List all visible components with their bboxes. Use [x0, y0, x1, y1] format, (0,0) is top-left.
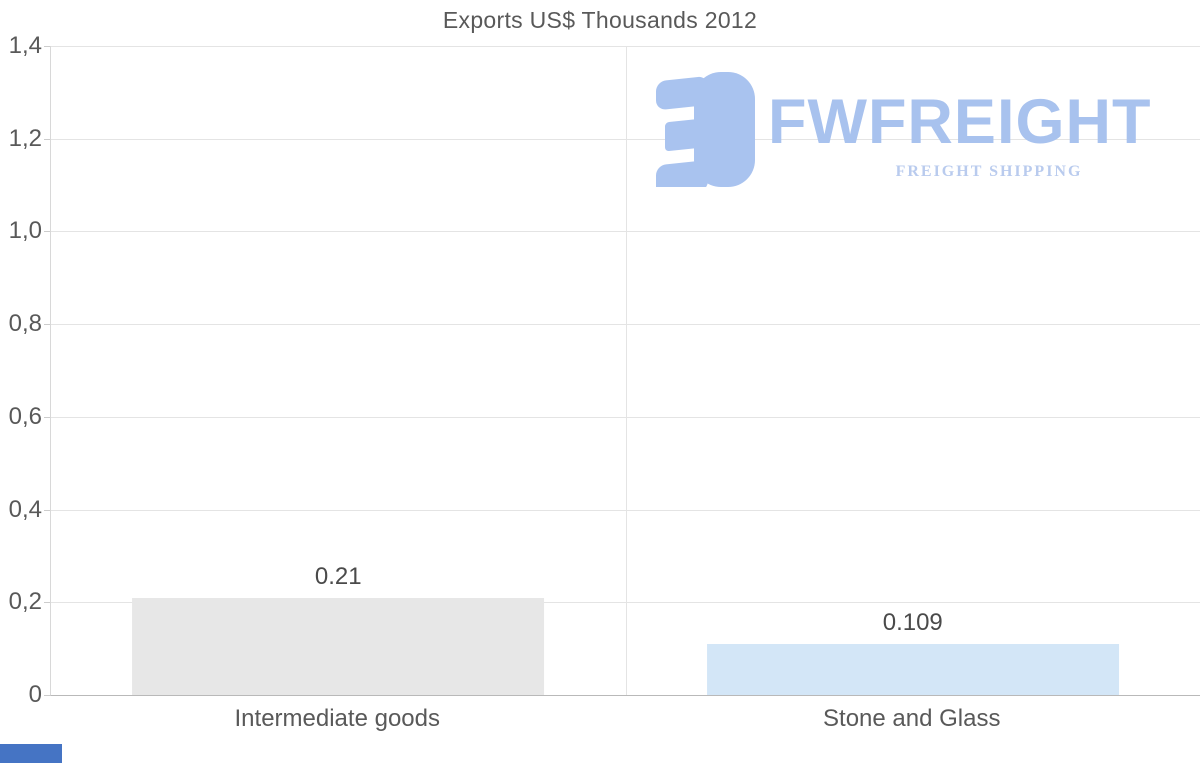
y-tick-label: 1,0: [8, 217, 42, 245]
y-tick-mark: [44, 416, 50, 418]
h-gridline: [51, 509, 1200, 511]
vertical-gridline: [625, 46, 627, 695]
y-tick-mark: [44, 231, 50, 233]
y-tick-label: 0: [28, 681, 42, 708]
fwfreight-logo-icon: [656, 72, 755, 187]
bar-slot: 0.109: [626, 46, 1200, 695]
x-category-label: Intermediate goods: [234, 705, 440, 732]
bar-value-label: 0.21: [314, 562, 362, 590]
y-tick-label: 1,4: [8, 32, 42, 59]
h-gridline: [51, 416, 1200, 418]
h-gridline: [51, 138, 1200, 140]
y-tick-label: 1,2: [8, 124, 42, 152]
y-tick-mark: [44, 509, 50, 511]
h-gridline: [51, 231, 1200, 233]
y-tick-mark: [44, 602, 50, 604]
h-gridline: [51, 602, 1200, 604]
h-gridline: [51, 46, 1200, 47]
y-axis: 0 0,2 0,4 0,6 0,8 1,0 1,2 1,4: [0, 32, 42, 708]
chart-title: Exports US$ Thousands 2012: [442, 7, 758, 33]
corner-scrollbar-fragment[interactable]: [0, 744, 62, 763]
y-tick-mark: [44, 695, 50, 696]
logo-wordmark: FWFREIGHT: [768, 87, 1152, 157]
x-category-label: Stone and Glass: [823, 705, 1001, 732]
y-tick-mark: [44, 138, 50, 140]
y-tick-label: 0,8: [8, 310, 42, 338]
y-tick-label: 0,6: [8, 402, 42, 430]
h-gridline: [51, 324, 1200, 326]
y-tick-label: 0,4: [8, 495, 42, 523]
y-tick-mark: [44, 324, 50, 326]
fwfreight-logo: FWFREIGHT FREIGHT SHIPPING: [650, 72, 1150, 187]
y-tick-mark: [44, 46, 50, 47]
y-tick-label: 0,2: [8, 588, 42, 616]
logo-tagline: FREIGHT SHIPPING: [895, 163, 1083, 180]
x-axis: Intermediate goods Stone and Glass: [50, 705, 1199, 737]
bar-stone-and-glass[interactable]: [706, 644, 1119, 695]
bar-intermediate-goods[interactable]: [132, 597, 545, 695]
bar-slot: 0.21: [51, 46, 626, 695]
bar-value-label: 0.109: [882, 609, 943, 637]
plot-area: 0.21 0.109: [44, 46, 1200, 696]
logo-text-block: FWFREIGHT FREIGHT SHIPPING: [768, 72, 1150, 181]
